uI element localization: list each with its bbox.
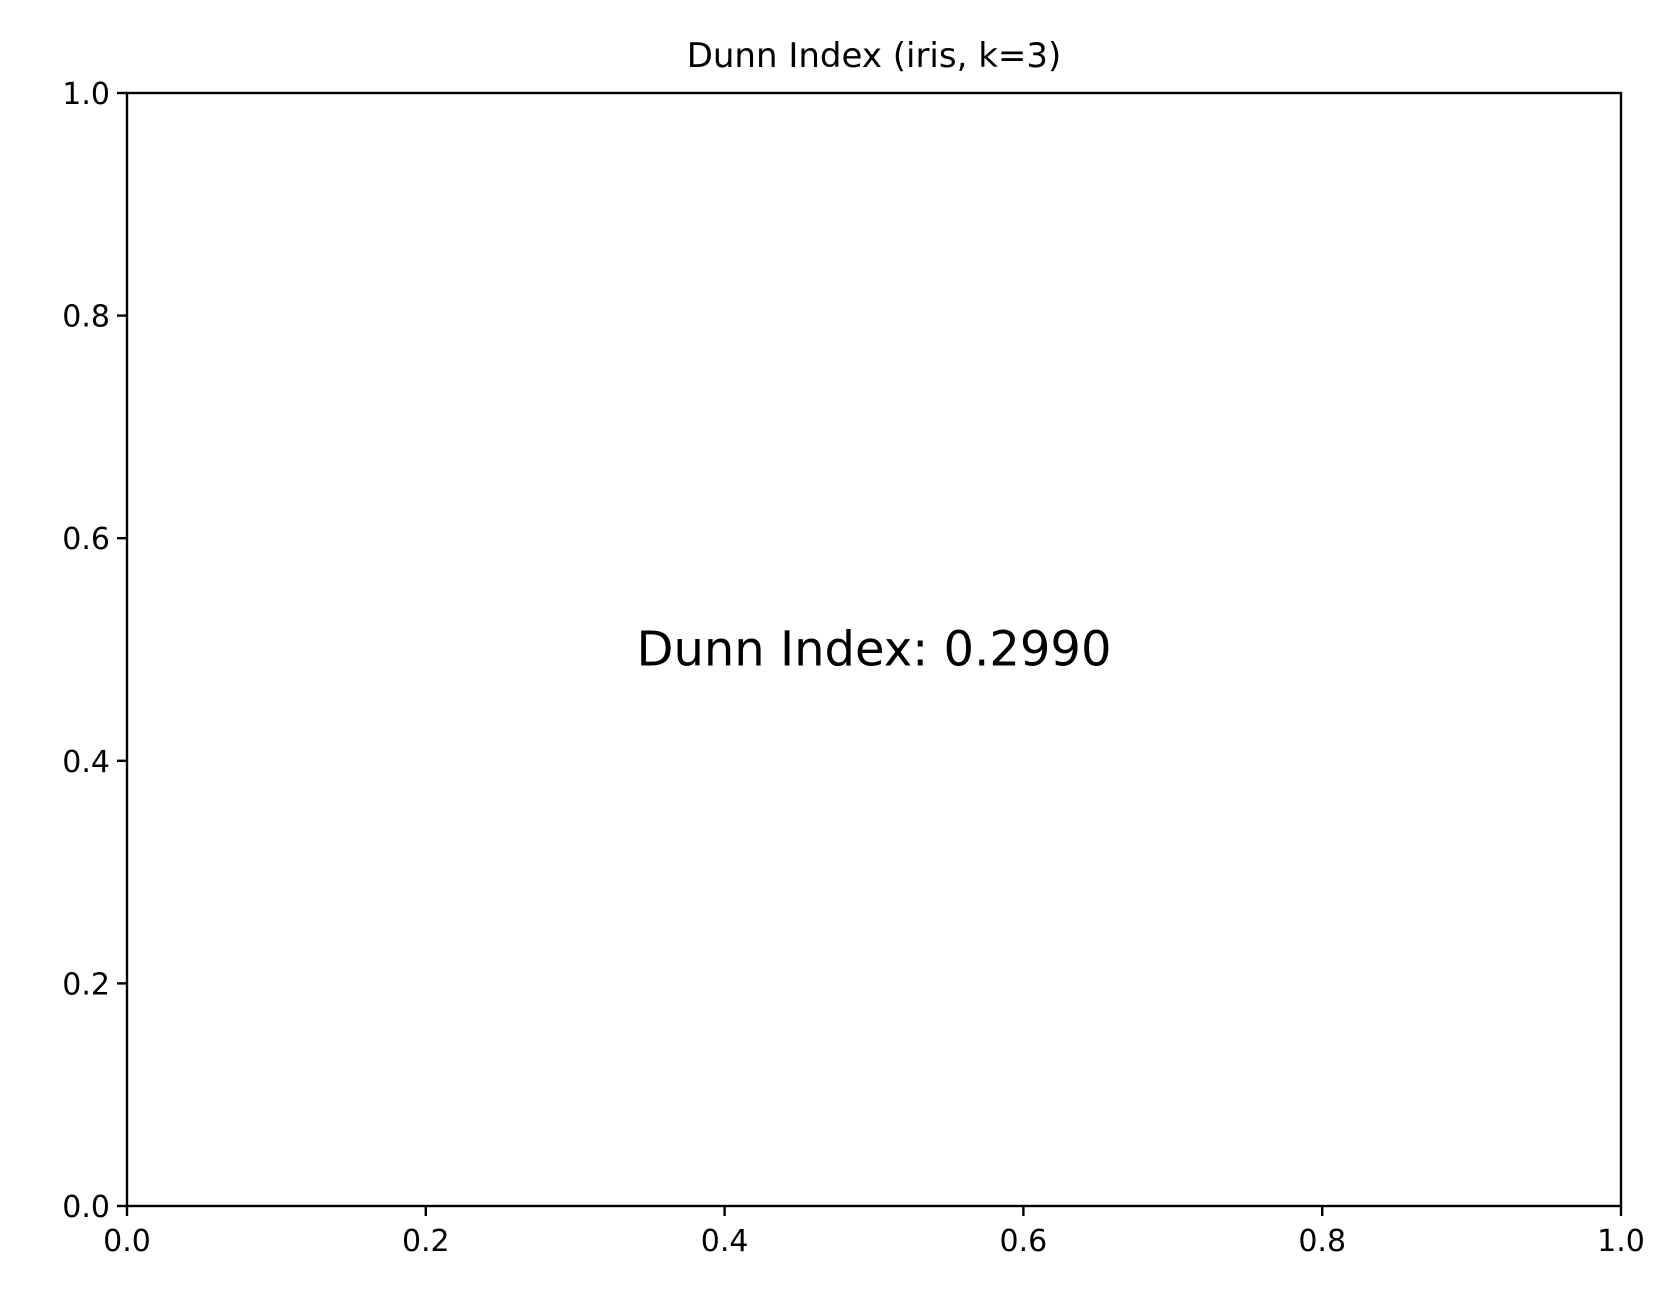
- y-tick-label: 1.0: [62, 77, 110, 112]
- x-tick-label: 0.4: [701, 1224, 749, 1259]
- x-tick-label: 1.0: [1597, 1224, 1645, 1259]
- y-tick-label: 0.2: [62, 967, 110, 1002]
- x-tick-label: 0.2: [402, 1224, 450, 1259]
- chart-title: Dunn Index (iris, k=3): [687, 36, 1062, 76]
- x-axis: 0.0 0.2 0.4 0.6 0.8 1.0: [103, 1206, 1645, 1259]
- annotation-text: Dunn Index: 0.2990: [636, 622, 1111, 678]
- plot-area-frame: [125, 91, 1623, 1208]
- y-tick-label: 0.8: [62, 300, 110, 335]
- annotations-layer: Dunn Index: 0.2990: [636, 622, 1111, 678]
- x-tick-label: 0.6: [1000, 1224, 1048, 1259]
- x-tick-label: 0.0: [103, 1224, 151, 1259]
- y-tick-label: 0.4: [62, 745, 110, 780]
- x-tick-label: 0.8: [1298, 1224, 1346, 1259]
- y-tick-label: 0.0: [62, 1190, 110, 1225]
- y-tick-label: 0.6: [62, 522, 110, 557]
- y-axis: 0.0 0.2 0.4 0.6 0.8 1.0: [62, 77, 127, 1225]
